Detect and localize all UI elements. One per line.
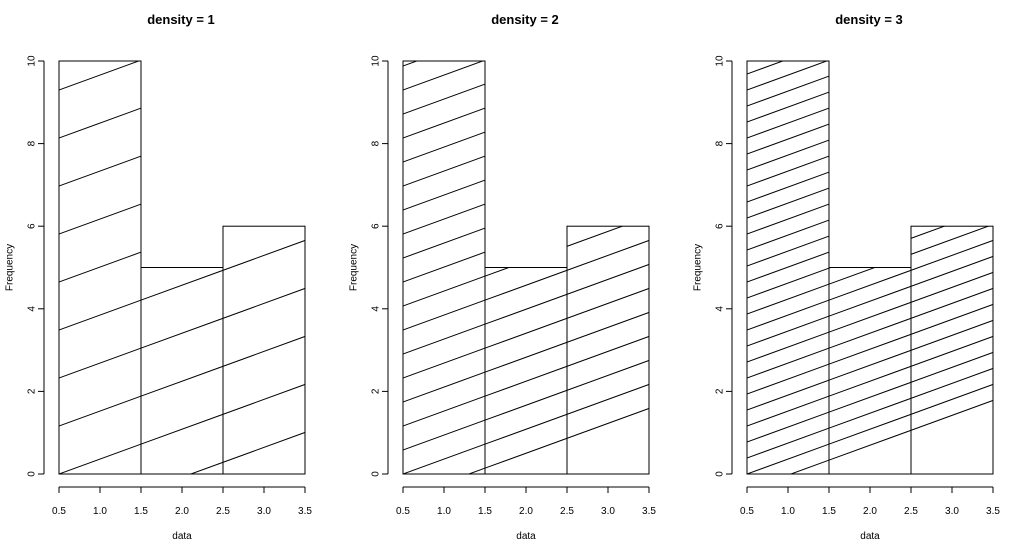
x-tick-label: 3.5 xyxy=(298,506,312,517)
bar-hatch xyxy=(485,267,567,469)
chart-title: density = 3 xyxy=(835,12,903,27)
x-tick-label: 2.5 xyxy=(216,506,230,517)
y-tick-label: 10 xyxy=(371,55,382,67)
y-tick-label: 0 xyxy=(715,471,726,477)
x-tick-label: 2.0 xyxy=(519,506,533,517)
x-tick-label: 3.0 xyxy=(601,506,615,517)
chart-title: density = 2 xyxy=(491,12,559,27)
histogram-panel-3: density = 3 0.5 1.0 1.5 2.0 2.5 3.0 3.5 data 0 2 4 6… xyxy=(693,12,1001,542)
bar-hatch xyxy=(567,226,649,439)
x-axis-label: data xyxy=(172,531,192,542)
bar-hatch xyxy=(223,239,305,463)
y-tick-label: 6 xyxy=(715,223,726,229)
x-tick-label: 0.5 xyxy=(740,506,754,517)
y-tick-label: 2 xyxy=(27,388,38,394)
bar-hatch xyxy=(59,61,141,474)
bar-hatch xyxy=(141,269,223,474)
x-tick-label: 0.5 xyxy=(52,506,66,517)
x-tick-label: 1.5 xyxy=(478,506,492,517)
x-tick-label: 3.5 xyxy=(642,506,656,517)
chart-title: density = 1 xyxy=(147,12,215,27)
y-axis-label: Frequency xyxy=(349,244,360,291)
x-tick-label: 1.0 xyxy=(781,506,795,517)
y-tick-label: 8 xyxy=(715,140,726,146)
bar-hatch xyxy=(911,226,993,431)
x-tick-label: 1.5 xyxy=(134,506,148,517)
x-tick-label: 1.0 xyxy=(437,506,451,517)
bar-hatch xyxy=(829,267,911,461)
bar-hatch xyxy=(747,61,829,474)
bar xyxy=(566,225,650,475)
histogram-panel-1: density = 1 0.5 1.0 1.5 2.0 2.5 3.0 3.5 data 0 2 4 6… xyxy=(5,12,313,542)
y-tick-label: 6 xyxy=(371,223,382,229)
bar xyxy=(910,225,994,475)
y-tick-label: 0 xyxy=(27,471,38,477)
histogram-panel-2: density = 2 0.5 1.0 1.5 2.0 2.5 3.0 3.5 data 0 2 4 6… xyxy=(349,12,657,542)
y-tick-label: 10 xyxy=(27,55,38,67)
y-axis-label: Frequency xyxy=(5,244,16,291)
y-tick-label: 6 xyxy=(27,223,38,229)
x-tick-label: 0.5 xyxy=(396,506,410,517)
y-tick-label: 4 xyxy=(371,306,382,312)
x-axis-label: data xyxy=(860,531,880,542)
bar xyxy=(222,225,306,475)
y-tick-label: 0 xyxy=(371,471,382,477)
x-axis-label: data xyxy=(516,531,536,542)
x-tick-label: 2.5 xyxy=(904,506,918,517)
y-tick-label: 2 xyxy=(371,388,382,394)
y-tick-label: 2 xyxy=(715,388,726,394)
x-tick-label: 1.0 xyxy=(93,506,107,517)
y-axis-label: Frequency xyxy=(693,244,704,291)
x-tick-label: 3.0 xyxy=(257,506,271,517)
y-tick-label: 4 xyxy=(715,306,726,312)
x-tick-label: 3.0 xyxy=(945,506,959,517)
y-tick-label: 4 xyxy=(27,306,38,312)
x-tick-label: 2.5 xyxy=(560,506,574,517)
bar-hatch xyxy=(403,61,485,474)
x-tick-label: 2.0 xyxy=(863,506,877,517)
x-tick-label: 3.5 xyxy=(986,506,1000,517)
y-tick-label: 8 xyxy=(27,140,38,146)
x-tick-label: 2.0 xyxy=(175,506,189,517)
y-tick-label: 10 xyxy=(715,55,726,67)
x-tick-label: 1.5 xyxy=(822,506,836,517)
y-tick-label: 8 xyxy=(371,140,382,146)
